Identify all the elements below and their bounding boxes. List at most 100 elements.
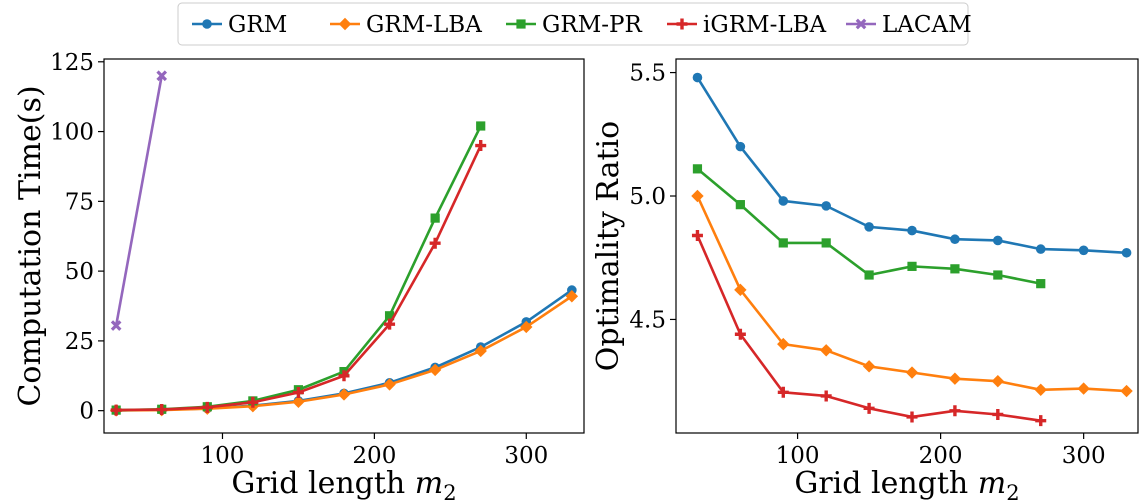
y-tick-label: 5.5 <box>629 61 666 87</box>
data-point-grm-lba <box>948 372 962 385</box>
plot-frame <box>675 58 1139 434</box>
data-point-grm-lba <box>292 395 305 408</box>
data-point-grm-lba <box>520 320 533 334</box>
data-point-grm-lba <box>383 378 396 391</box>
data-point-grm <box>1078 245 1089 256</box>
series-grm-lba <box>109 290 579 417</box>
data-point-grm-pr <box>735 200 745 210</box>
data-point-grm-pr <box>778 238 788 248</box>
data-point-grm-pr <box>692 164 703 174</box>
data-point-grm-lba <box>337 388 351 401</box>
data-point-grm-pr <box>950 264 960 274</box>
legend-marker <box>202 19 212 29</box>
data-point-grm <box>1035 244 1046 254</box>
data-point-grm-pr <box>993 270 1003 280</box>
legend: GRM GRM-LBA GRM-PR iGRM-LBA LACAM <box>177 2 972 46</box>
series-lacam <box>110 70 168 331</box>
data-point-grm-lba <box>1077 382 1090 395</box>
data-point-grm <box>778 196 789 206</box>
series-grm-lba <box>691 189 1133 398</box>
x-tick-label: 100 <box>201 443 245 469</box>
legend-marker <box>338 17 352 31</box>
x-axis-label: Grid length m2 <box>231 466 456 504</box>
legend-label: GRM-PR <box>542 12 642 38</box>
data-point-igrm-lba <box>201 401 213 413</box>
computation-time-chart: 100 200 300 0 25 50 75 100 125 Grid length m2 Comp… <box>13 50 585 504</box>
data-point-grm-pr <box>907 261 917 271</box>
data-point-grm <box>735 141 746 152</box>
optimality-ratio-chart: 100 200 300 4.5 5.0 5.5 Grid length m2 Optimali… <box>591 58 1139 504</box>
x-tick-label: 200 <box>352 443 396 469</box>
x-tick-label: 100 <box>776 443 820 469</box>
series-line-igrm-lba <box>696 234 1041 422</box>
data-point-grm-lba <box>819 344 833 357</box>
data-point-grm-lba <box>428 363 442 377</box>
series-igrm-lba <box>110 140 487 416</box>
data-point-grm-lba <box>862 360 876 373</box>
data-point-grm-pr <box>821 238 831 248</box>
legend-marker <box>855 18 867 30</box>
data-point-igrm-lba <box>863 402 875 414</box>
data-point-igrm-lba <box>949 405 961 417</box>
x-axis-label: Grid length m2 <box>794 466 1019 504</box>
y-tick-label: 5.0 <box>629 184 666 210</box>
data-point-igrm-lba <box>992 408 1004 420</box>
legend-label: iGRM-LBA <box>703 12 827 38</box>
data-point-grm <box>864 222 874 232</box>
legend-label: LACAM <box>882 12 972 38</box>
legend-frame <box>177 2 969 46</box>
data-point-grm-pr <box>476 121 486 131</box>
legend-entry-grm-lba: GRM-LBA <box>330 12 482 38</box>
legend-label: GRM-LBA <box>366 12 482 38</box>
y-tick-label: 0 <box>79 399 94 425</box>
data-point-igrm-lba <box>247 396 259 408</box>
data-point-grm-lba <box>991 374 1005 388</box>
series-grm-pr <box>692 164 1046 289</box>
legend-entry-igrm-lba: iGRM-LBA <box>667 12 827 38</box>
data-point-grm-pr <box>1036 279 1046 289</box>
data-point-igrm-lba <box>734 328 746 340</box>
data-point-grm <box>692 72 703 83</box>
data-point-grm-lba <box>734 283 747 297</box>
y-tick-label: 125 <box>50 50 94 76</box>
legend-label: GRM <box>228 12 287 38</box>
data-point-grm <box>821 201 831 211</box>
y-tick-label: 4.5 <box>629 307 666 333</box>
y-tick-label: 50 <box>65 259 94 285</box>
data-point-grm <box>907 225 917 236</box>
legend-marker <box>676 18 688 30</box>
y-axis-label: Computation Time(s) <box>13 85 48 406</box>
data-point-igrm-lba <box>384 318 396 330</box>
data-point-igrm-lba <box>156 404 168 416</box>
data-point-grm-lba <box>905 366 919 379</box>
data-point-grm-lba <box>691 189 704 203</box>
data-point-grm-lba <box>1034 383 1047 396</box>
x-tick-label: 200 <box>919 443 963 469</box>
data-point-grm-lba <box>777 337 790 351</box>
x-tick-label: 300 <box>504 443 548 469</box>
series-igrm-lba <box>691 230 1047 427</box>
data-point-igrm-lba <box>429 237 441 249</box>
data-point-igrm-lba <box>338 370 350 382</box>
y-tick-label: 75 <box>65 189 94 215</box>
data-point-grm-lba <box>474 344 487 358</box>
data-point-igrm-lba <box>906 411 918 423</box>
series-line-lacam <box>114 75 163 326</box>
legend-entry-lacam: LACAM <box>846 12 972 38</box>
data-point-lacam <box>156 70 168 82</box>
data-point-grm-pr <box>430 213 440 223</box>
data-point-grm <box>993 235 1003 246</box>
y-axis-label: Optimality Ratio <box>591 121 626 371</box>
data-point-igrm-lba <box>475 140 487 152</box>
data-point-igrm-lba <box>820 390 832 402</box>
data-point-igrm-lba <box>110 404 122 416</box>
legend-marker <box>516 19 526 29</box>
x-tick-label: 300 <box>1062 443 1106 469</box>
data-point-grm <box>1121 247 1132 258</box>
data-point-grm-pr <box>384 311 395 321</box>
data-point-igrm-lba <box>777 386 789 398</box>
data-point-grm-pr <box>864 270 874 280</box>
series-line-grm-pr <box>116 125 482 412</box>
y-tick-label: 100 <box>50 120 94 146</box>
